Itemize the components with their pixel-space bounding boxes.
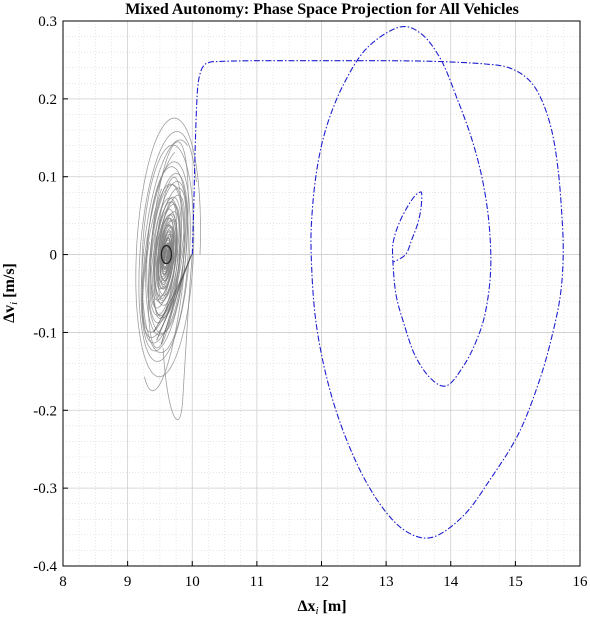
x-tick-label: 13 [379,574,394,590]
x-tick-label: 11 [250,574,264,590]
y-tick-label: 0.1 [38,170,57,186]
y-tick-label: -0.4 [33,559,57,575]
x-tick-label: 14 [443,574,459,590]
x-tick-label: 16 [573,574,589,590]
y-tick-label: -0.2 [33,403,57,419]
y-tick-label: 0 [50,248,58,264]
x-tick-label: 15 [508,574,523,590]
x-tick-labels: 8 9 10 11 12 13 14 15 16 [59,561,588,590]
autonomous-trajectory-line [192,27,563,539]
y-axis-label: Δvi [m/s] [1,263,20,323]
x-axis-label: Δxi [m] [297,598,346,617]
x-tick-label: 8 [59,574,67,590]
y-tick-label: -0.1 [33,325,57,341]
y-tick-label: -0.3 [33,481,57,497]
grid [63,21,580,566]
series-layer [192,27,563,539]
x-tick-label: 10 [185,574,200,590]
chart-title: Mixed Autonomy: Phase Space Projection f… [125,1,519,18]
y-tick-label: 0.3 [38,14,57,30]
human-vehicle-trajectories [136,118,201,419]
x-tick-label: 12 [314,574,329,590]
x-tick-label: 9 [124,574,132,590]
y-tick-label: 0.2 [38,92,57,108]
